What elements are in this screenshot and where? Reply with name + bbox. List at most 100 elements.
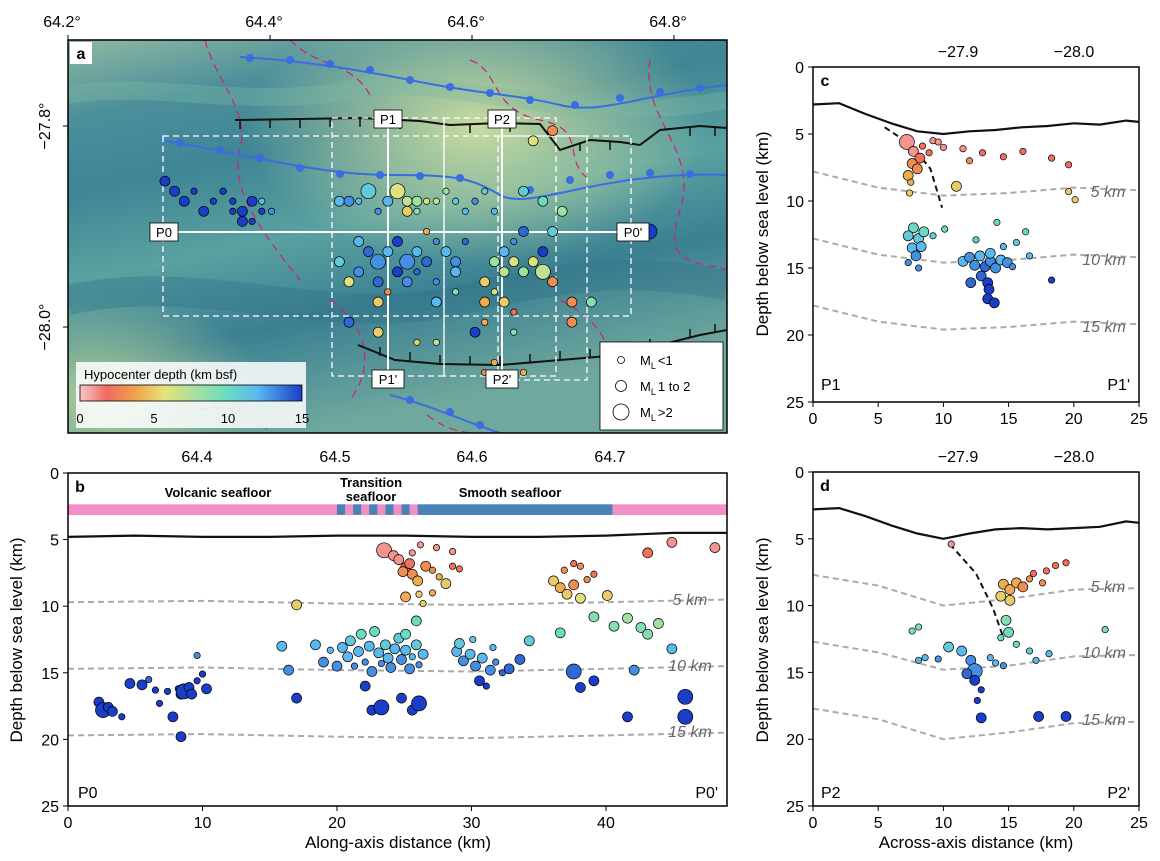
y-tick-label: 20	[41, 732, 59, 749]
map-hypocenter-point	[547, 276, 558, 288]
map-hypocenter-point	[401, 195, 413, 207]
section-hypocenter-point	[1012, 640, 1020, 648]
section-hypocenter-point	[993, 218, 1001, 226]
section-hypocenter-point	[408, 549, 416, 557]
section-hypocenter-point	[902, 230, 914, 242]
section-hypocenter-point	[943, 641, 954, 653]
section-hypocenter-point	[653, 618, 664, 629]
section-hypocenter-point	[503, 663, 515, 675]
section-hypocenter-point	[910, 250, 922, 262]
section-hypocenter-point	[151, 686, 159, 694]
c-contour-label-15km: 15 km	[1082, 319, 1126, 336]
section-hypocenter-point	[404, 558, 415, 569]
section-hypocenter-point	[198, 670, 207, 678]
section-hypocenter-point	[590, 570, 598, 578]
section-hypocenter-point	[934, 138, 942, 146]
map-hypocenter-point	[392, 266, 403, 278]
colorbar-tick-5: 5	[150, 411, 157, 426]
seafloor-segment-stripe	[345, 504, 354, 515]
section-hypocenter-point	[1071, 196, 1079, 204]
seafloor-depth-line	[68, 531, 727, 538]
fault-tooth	[696, 84, 704, 92]
map-hypocenter-point	[498, 266, 510, 278]
svg-text:P0: P0	[156, 225, 172, 240]
section-hypocenter-point	[929, 232, 937, 240]
contour-label-15km: 15 km	[668, 724, 712, 741]
map-hypocenter-point	[481, 318, 489, 326]
section-hypocenter-point	[961, 668, 973, 680]
section-hypocenter-point	[1033, 711, 1044, 722]
map-hypocenter-point	[450, 256, 461, 268]
section-hypocenter-point	[1012, 238, 1020, 247]
section-hypocenter-point	[918, 142, 927, 150]
map-hypocenter-point	[334, 256, 345, 268]
section-hypocenter-point	[385, 662, 397, 673]
label-p1: P1	[373, 109, 403, 129]
section-hypocenter-point	[908, 627, 916, 635]
colorbar-tick-15: 15	[295, 411, 309, 426]
map-hypocenter-point	[382, 246, 394, 257]
section-hypocenter-point	[408, 653, 416, 661]
fault-tooth	[476, 421, 484, 429]
map-hypocenters	[159, 125, 658, 377]
x-tick-label: 40	[597, 815, 615, 832]
seafloor-depth-line	[813, 506, 1139, 540]
fault-tooth	[686, 170, 694, 178]
section-hypocenter-point	[283, 664, 294, 676]
fault-tooth	[366, 66, 374, 74]
section-hypocenter-point	[642, 547, 654, 559]
lon-tick-64.6: 64.6°	[447, 14, 485, 31]
label-p0: P0	[149, 222, 179, 242]
map-hypocenter-point	[237, 216, 248, 227]
section-hypocenter-point	[1048, 154, 1056, 162]
section-hypocenter-point	[396, 692, 407, 704]
map-hypocenter-point	[423, 197, 431, 205]
depth-contour-line	[813, 304, 1139, 331]
map-hypocenter-point	[372, 296, 384, 308]
x-tick-label: 5	[874, 815, 883, 832]
map-hypocenter-point	[399, 253, 416, 270]
panel-b-start-label: P0	[78, 785, 98, 802]
section-hypocenter-point	[201, 683, 212, 695]
section-hypocenter-point	[934, 655, 942, 663]
map-hypocenter-point	[360, 183, 377, 200]
contour-label-5km: 5 km	[673, 592, 708, 609]
section-hypocenter-point	[939, 143, 947, 151]
map-hypocenter-point	[508, 256, 520, 268]
section-hypocenter-point	[1022, 228, 1030, 236]
fault-tooth	[256, 154, 264, 162]
section-hypocenter-point	[588, 611, 600, 623]
seafloor-segment-stripe	[401, 504, 410, 515]
section-hypocenter-point	[583, 576, 591, 584]
legend-item-small: ML <1	[640, 353, 673, 371]
panel-c-contour-labels: 5 km 10 km 15 km	[1082, 184, 1126, 336]
map-hypocenter-point	[229, 207, 237, 215]
section-hypocenter-point	[1032, 656, 1040, 664]
depth-contour-line	[813, 573, 1139, 607]
seafloor-segment-stripe	[369, 504, 378, 515]
map-hypocenter-point	[440, 246, 452, 257]
section-hypocenter-point	[484, 664, 496, 676]
map-hypocenter-point	[334, 195, 345, 207]
svg-text:P2': P2'	[493, 372, 511, 387]
map-hypocenter-point	[461, 237, 469, 246]
section-hypocenter-point	[318, 656, 329, 668]
panel-c-dashed-trend	[884, 126, 944, 208]
y-tick-label: 10	[41, 599, 59, 616]
map-hypocenter-point	[382, 195, 394, 207]
section-hypocenter-point	[554, 627, 566, 639]
fault-tooth	[616, 94, 624, 102]
panel-a-map: P0 P0' P1 P1' P2 P2' a Hypocenter depth …	[37, 14, 728, 434]
panel-b-frame	[67, 472, 728, 807]
fault-trend-dashed	[884, 126, 944, 208]
section-hypocenter-point	[373, 699, 390, 716]
depth-contour-line	[813, 640, 1139, 671]
depth-contour-line	[813, 707, 1139, 741]
map-hypocenter-point	[518, 266, 529, 278]
panel-b-end-label: P0'	[695, 785, 718, 802]
map-hypocenter-point	[343, 276, 355, 288]
lon-tick-64.4: 64.4°	[245, 14, 283, 31]
panel-b-label-box	[70, 476, 90, 496]
section-hypocenter-point	[310, 639, 321, 651]
